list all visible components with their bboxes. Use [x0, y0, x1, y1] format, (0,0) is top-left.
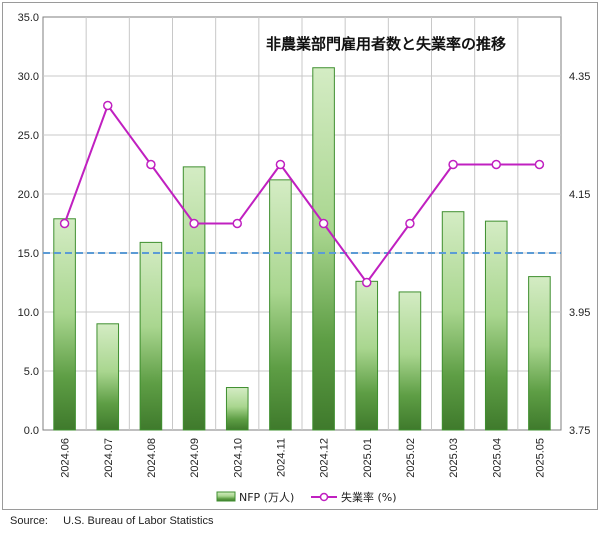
left-tick-label: 10.0 — [18, 307, 39, 319]
line-point — [405, 218, 415, 229]
bar — [484, 220, 508, 431]
legend-label-nfp: NFP (万人) — [239, 491, 294, 504]
left-tick-label: 25.0 — [18, 130, 39, 142]
bar — [398, 291, 422, 431]
category-label: 2025.02 — [405, 438, 417, 478]
bar — [225, 387, 249, 431]
chart-canvas: 0.0 5.0 10.0 15.0 20.0 25.0 30.0 35.0 3.75 3.95 4.… — [18, 12, 591, 504]
bar — [441, 211, 465, 431]
bar — [139, 241, 163, 431]
line-point — [318, 218, 329, 229]
line-point — [275, 159, 286, 170]
source-text: U.S. Bureau of Labor Statistics — [63, 515, 214, 527]
line-point — [534, 159, 545, 170]
left-tick-label: 0.0 — [24, 425, 39, 437]
category-label: 2024.11 — [275, 438, 287, 477]
bar — [528, 276, 551, 431]
left-tick-label: 35.0 — [18, 12, 39, 24]
line-point — [448, 159, 458, 170]
bar — [96, 323, 120, 431]
right-tick-label: 4.15 — [569, 189, 590, 201]
line-point — [103, 100, 113, 111]
category-label: 2024.08 — [146, 438, 158, 478]
category-label: 2024.07 — [103, 438, 115, 478]
category-label: 2025.05 — [534, 438, 546, 478]
line-point — [146, 159, 156, 170]
line-point — [232, 218, 242, 229]
legend-swatch-nfp — [216, 491, 236, 502]
legend-label-unemployment: 失業率 (%) — [341, 490, 397, 504]
chart-title: 非農業部門雇用者数と失業率の推移 — [266, 35, 506, 53]
left-tick-label: 15.0 — [18, 248, 39, 260]
left-tick-label: 20.0 — [18, 189, 39, 201]
category-label: 2025.03 — [448, 438, 460, 478]
legend-marker-unemployment — [319, 492, 329, 502]
bar — [312, 67, 335, 431]
left-tick-label: 30.0 — [18, 71, 39, 83]
right-tick-label: 3.75 — [569, 425, 590, 437]
bar — [53, 218, 76, 431]
chart-frame: 0.0 5.0 10.0 15.0 20.0 25.0 30.0 35.0 3.75 3.95 4.… — [2, 2, 598, 510]
bar — [269, 179, 292, 431]
line-point — [362, 277, 372, 288]
category-label: 2024.09 — [189, 438, 201, 478]
line-point — [189, 218, 199, 229]
category-label: 2025.01 — [362, 438, 374, 478]
category-label: 2024.12 — [319, 438, 331, 478]
right-tick-label: 4.35 — [569, 71, 590, 83]
line-point — [491, 159, 501, 170]
category-label: 2025.04 — [491, 438, 503, 478]
left-tick-label: 5.0 — [24, 366, 39, 378]
line-point — [59, 218, 70, 229]
category-label: 2024.06 — [60, 438, 72, 478]
source-label: Source: — [10, 515, 48, 527]
bar — [182, 166, 206, 431]
category-label: 2024.10 — [232, 438, 244, 478]
source-line: Source: U.S. Bureau of Labor Statistics — [10, 515, 213, 527]
unemployment-line — [63, 103, 540, 285]
bar — [355, 280, 379, 431]
right-tick-label: 3.95 — [569, 307, 590, 319]
